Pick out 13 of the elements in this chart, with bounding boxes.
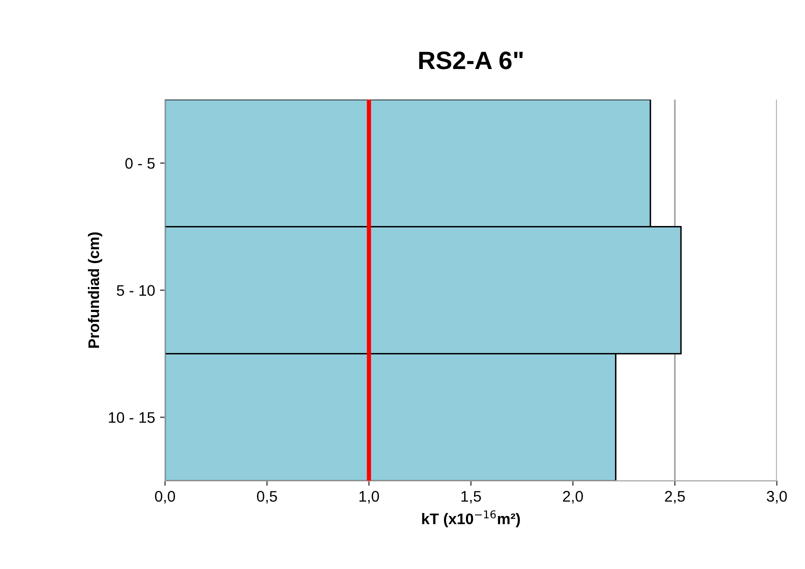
y-axis-title: Profundiad (cm) [88,232,102,348]
x-tick-label: 0,0 [155,490,176,504]
x-tick-label: 1,0 [360,490,379,504]
y-tick-label: 0 - 5 [125,158,155,169]
y-tick-label: 10 - 15 [108,412,155,423]
x-tick-label: 3,0 [766,490,787,504]
x-tick-label: 2,5 [665,490,685,504]
x-tick-label: 1,5 [461,491,481,504]
y-tick-label: 5 - 10 [116,285,155,296]
chart-title: RS2-A 6" [419,52,523,70]
x-tick-label: 0,5 [256,490,277,504]
x-axis-title: kT (x10$^{−16}$m²) [422,510,520,528]
x-tick-label: 2,0 [563,490,583,504]
